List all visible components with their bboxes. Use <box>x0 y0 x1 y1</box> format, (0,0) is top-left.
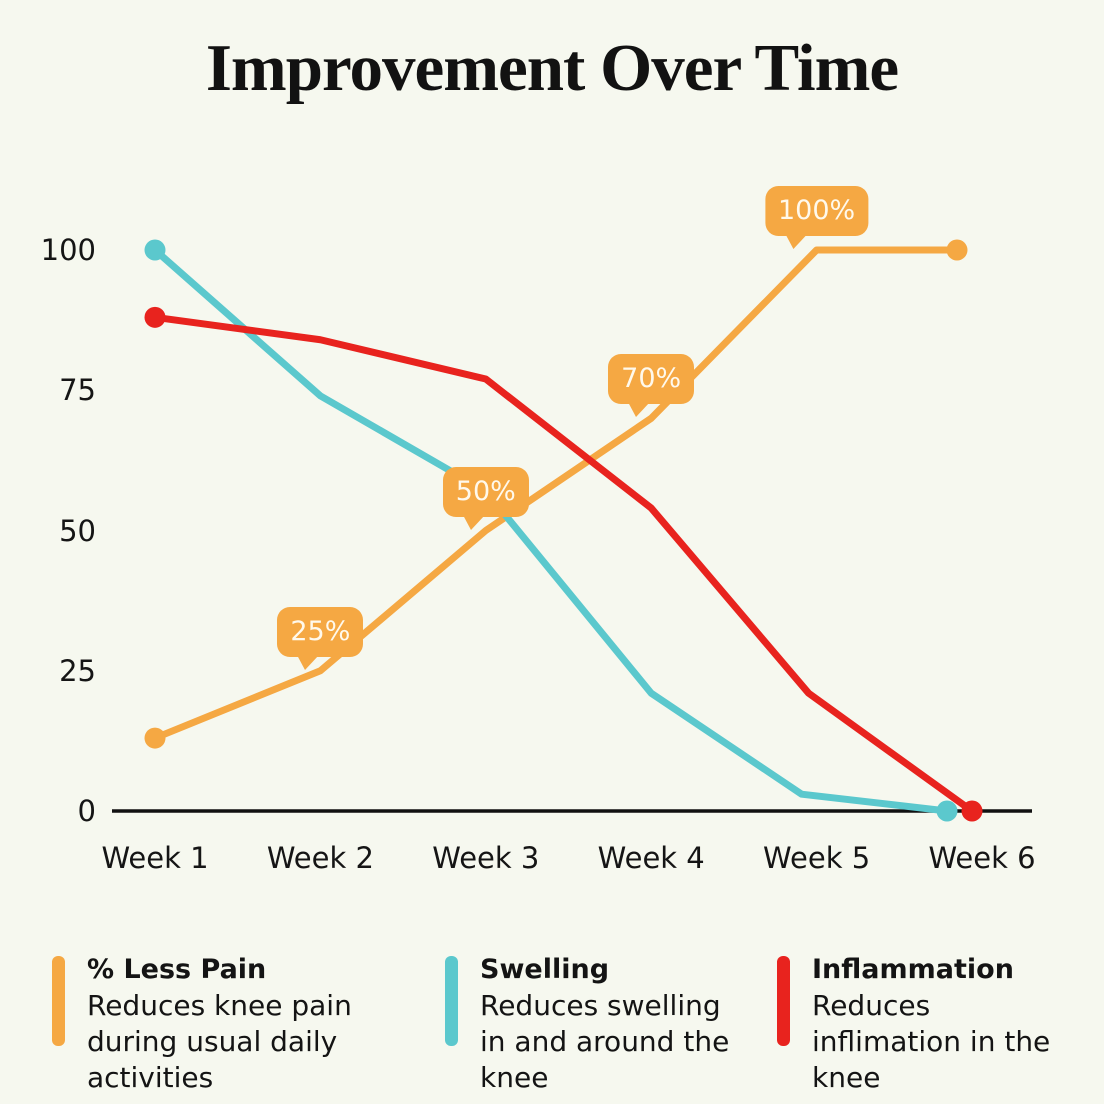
y-axis-tick-label: 50 <box>59 513 96 548</box>
data-point-label-bubble: 50% <box>442 466 529 530</box>
x-axis-tick-label: Week 4 <box>597 841 705 875</box>
y-axis-tick-label: 25 <box>59 653 96 688</box>
legend-text-inflammation: Inflammation Reduces inflimation in the … <box>812 952 1057 1096</box>
data-point-label-text: 100% <box>777 195 856 226</box>
legend-color-bar-swelling <box>445 956 458 1046</box>
data-point-label-text: 50% <box>455 475 516 507</box>
series-endpoint-dot-1 <box>936 800 958 822</box>
legend-item-swelling: Swelling Reduces swelling in and around … <box>445 952 745 1096</box>
series-endpoint-dot-2 <box>961 800 983 822</box>
chart-legend: % Less Pain Reduces knee pain during usu… <box>0 952 1104 1094</box>
y-axis-tick-label: 100 <box>40 233 96 267</box>
series-line-2 <box>151 313 976 815</box>
legend-text-less-pain: % Less Pain Reduces knee pain during usu… <box>87 952 412 1096</box>
x-axis-tick-label: Week 2 <box>266 841 374 875</box>
legend-series-name: % Less Pain <box>87 954 267 985</box>
legend-series-description: Reduces inflimation in the knee <box>812 989 1051 1094</box>
legend-item-inflammation: Inflammation Reduces inflimation in the … <box>777 952 1057 1096</box>
legend-series-name: Swelling <box>480 954 610 985</box>
data-point-label-bubble: 70% <box>608 354 695 418</box>
y-axis-tick-label: 0 <box>77 794 96 828</box>
series-endpoint-dot-2 <box>144 306 166 328</box>
data-point-label-text: 25% <box>290 615 351 647</box>
x-axis-tick-label: Week 5 <box>763 841 871 875</box>
series-line-1 <box>151 246 951 815</box>
legend-color-bar-inflammation <box>777 956 790 1046</box>
x-axis-tick-label: Week 6 <box>928 841 1036 875</box>
chart-title: Improvement Over Time <box>205 31 899 105</box>
bubble-tail <box>784 234 807 249</box>
legend-text-swelling: Swelling Reduces swelling in and around … <box>480 952 745 1096</box>
bubble-tail <box>462 514 485 530</box>
bubble-tail <box>628 402 651 418</box>
bubble-tail <box>297 654 320 670</box>
x-axis-tick-label: Week 3 <box>432 841 540 875</box>
legend-series-description: Reduces knee pain during usual daily act… <box>87 989 352 1094</box>
data-point-label-bubble: 100% <box>764 186 869 249</box>
legend-item-less-pain: % Less Pain Reduces knee pain during usu… <box>52 952 412 1096</box>
series-endpoint-dot-1 <box>144 239 166 261</box>
y-axis-tick-label: 75 <box>59 373 96 408</box>
legend-color-bar-less-pain <box>52 956 65 1046</box>
series-endpoint-dot-0 <box>144 727 166 749</box>
series-line-0 <box>151 246 961 742</box>
x-axis-tick-label: Week 1 <box>101 841 209 875</box>
data-point-label-text: 70% <box>621 363 682 395</box>
legend-series-description: Reduces swelling in and around the knee <box>480 989 730 1094</box>
data-point-label-bubble: 25% <box>277 606 364 670</box>
series-endpoint-dot-0 <box>946 239 968 261</box>
legend-series-name: Inflammation <box>812 954 1014 985</box>
